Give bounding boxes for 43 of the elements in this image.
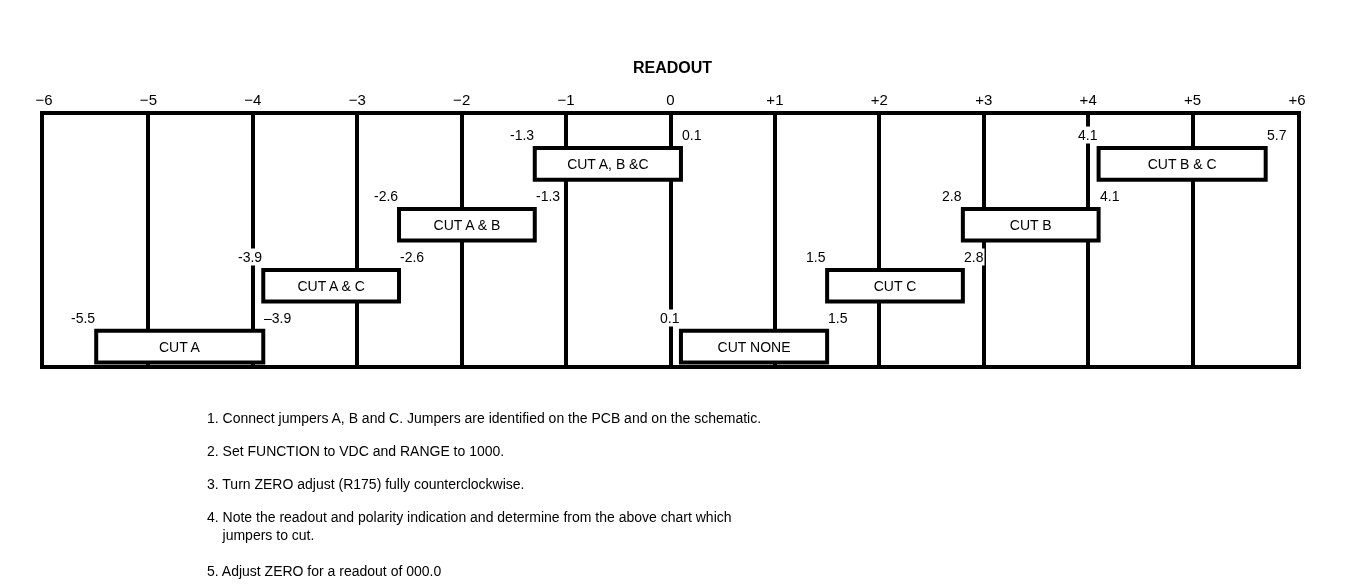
annotation: -5.5 bbox=[71, 310, 96, 326]
x-tick-label: +2 bbox=[870, 91, 888, 108]
data-label: CUT A, B &C bbox=[567, 155, 649, 172]
x-tick-label: −4 bbox=[244, 91, 262, 108]
annotation: 4.1 bbox=[1078, 127, 1098, 143]
x-tick-label: −5 bbox=[139, 91, 157, 108]
x-tick-label: −3 bbox=[348, 91, 366, 108]
text: 1. Connect jumpers A, B and C. Jumpers are identified on the PCB and on the schematic. bbox=[207, 410, 762, 426]
x-tick-label: +5 bbox=[1184, 91, 1202, 108]
annotation: 2.8 bbox=[942, 188, 962, 204]
x-tick-label: −2 bbox=[453, 91, 471, 108]
annotation: -1.3 bbox=[536, 188, 561, 204]
annotation: -1.3 bbox=[510, 127, 535, 143]
text: 4. Note the readout and polarity indication and determine from the above chart which jumpers to cut. bbox=[207, 509, 732, 544]
annotation: 5.7 bbox=[1267, 127, 1287, 143]
annotation: -2.6 bbox=[374, 188, 399, 204]
text: 2. Set FUNCTION to VDC and RANGE to 1000. bbox=[207, 443, 505, 459]
data-label: CUT C bbox=[873, 277, 917, 294]
data-label: CUT B & C bbox=[1147, 155, 1217, 172]
chart-title: READOUT bbox=[632, 58, 713, 76]
x-tick-label: +6 bbox=[1288, 91, 1306, 108]
data-label: CUT A bbox=[158, 338, 201, 355]
data-label: CUT A & B bbox=[433, 216, 501, 233]
x-tick-label: −6 bbox=[35, 91, 53, 108]
annotation: 0.1 bbox=[660, 310, 680, 326]
annotation: 2.8 bbox=[964, 249, 984, 265]
data-label: CUT B bbox=[1009, 216, 1052, 233]
annotation: -3.9 bbox=[238, 249, 263, 265]
x-tick-label: +3 bbox=[975, 91, 993, 108]
annotation: 4.1 bbox=[1100, 188, 1120, 204]
x-tick-label: −1 bbox=[557, 91, 575, 108]
x-tick-label: +4 bbox=[1079, 91, 1097, 108]
x-tick-label: 0 bbox=[666, 91, 675, 108]
annotation: 1.5 bbox=[828, 310, 848, 326]
text: 5. Adjust ZERO for a readout of 000.0 bbox=[207, 563, 442, 579]
annotation: -2.6 bbox=[400, 249, 425, 265]
data-label: CUT NONE bbox=[717, 338, 791, 355]
data-label: CUT A & C bbox=[297, 277, 365, 294]
x-tick-label: +1 bbox=[766, 91, 784, 108]
text: 3. Turn ZERO adjust (R175) fully counterclockwise. bbox=[207, 476, 525, 492]
annotation: 0.1 bbox=[682, 127, 702, 143]
annotation: 1.5 bbox=[806, 249, 826, 265]
annotation: –3.9 bbox=[264, 310, 292, 326]
